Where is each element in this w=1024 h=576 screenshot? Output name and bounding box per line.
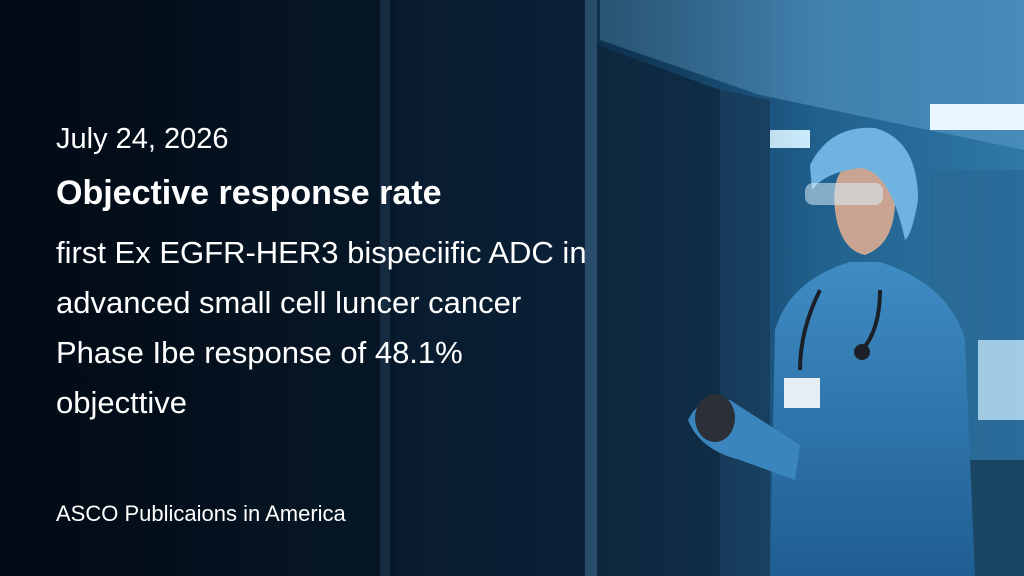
body-line: advanced small cell luncer cancer (56, 285, 521, 320)
body-line: Phase Ibe response of 48.1% (56, 335, 463, 370)
scientist (688, 127, 975, 576)
source: ASCO Publicaions in America (56, 501, 347, 526)
date: July 24, 2026 (56, 123, 229, 155)
headline: Objective response rate (56, 174, 442, 212)
body-line: objecttive (56, 385, 187, 420)
body-text: first Ex EGFR-HER3 bispeciific ADC in adv… (56, 235, 587, 420)
body-line: first Ex EGFR-HER3 bispeciific ADC in (56, 235, 587, 270)
